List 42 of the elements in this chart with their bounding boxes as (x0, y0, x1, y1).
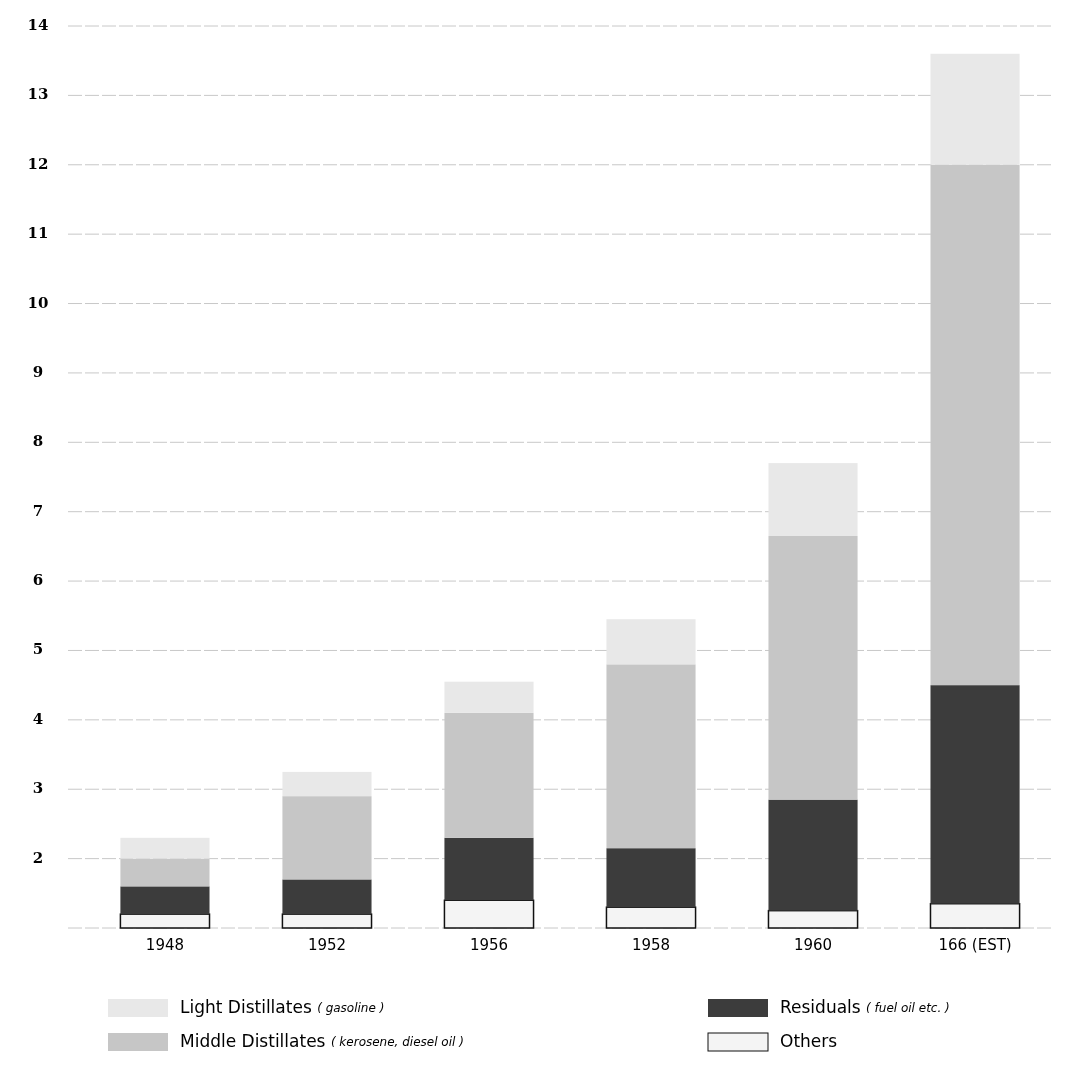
bar (767, 909, 859, 929)
y-tick-label: 13 (27, 85, 49, 104)
x-tick-label: 1958 (631, 936, 671, 954)
legend-label: Others (780, 1031, 838, 1051)
x-tick-label: 166 (EST) (938, 936, 1012, 954)
bar (606, 619, 696, 665)
y-tick-label: 7 (32, 501, 44, 520)
y-tick-label: 10 (27, 293, 49, 312)
x-tick-label: 1952 (307, 936, 347, 954)
bar (605, 906, 697, 929)
bar (930, 685, 1020, 904)
bar (120, 858, 210, 887)
y-tick-label: 9 (32, 362, 44, 381)
y-tick-label: 12 (27, 154, 49, 173)
bar (120, 837, 210, 859)
bar (606, 848, 696, 908)
bar (768, 463, 858, 536)
x-tick-label: 1948 (145, 936, 185, 954)
bar (443, 899, 535, 929)
bar (444, 681, 534, 713)
y-tick-label: 5 (32, 640, 44, 659)
y-tick-label: 11 (27, 224, 49, 243)
bar (768, 799, 858, 911)
bar (282, 879, 372, 915)
legend-label: Residuals ( fuel oil etc. ) (780, 997, 950, 1017)
x-tick-label: 1960 (793, 936, 833, 954)
bar (120, 886, 210, 915)
bar (930, 53, 1020, 165)
y-tick-label: 2 (32, 848, 44, 867)
y-tick-label: 8 (32, 432, 44, 451)
legend-label: Middle Distillates ( kerosene, diesel oil ) (180, 1031, 464, 1051)
y-tick-label: 14 (27, 16, 49, 34)
y-tick-label: 4 (32, 709, 44, 728)
bar (119, 913, 211, 929)
y-tick-label: 6 (32, 571, 44, 590)
bar (444, 837, 534, 901)
y-tick-label: 3 (32, 779, 44, 798)
bar (282, 771, 372, 797)
legend-label: Light Distillates ( gasoline ) (180, 997, 385, 1017)
bar (929, 902, 1021, 929)
bar (281, 913, 373, 929)
x-tick-label: 1956 (469, 936, 509, 954)
